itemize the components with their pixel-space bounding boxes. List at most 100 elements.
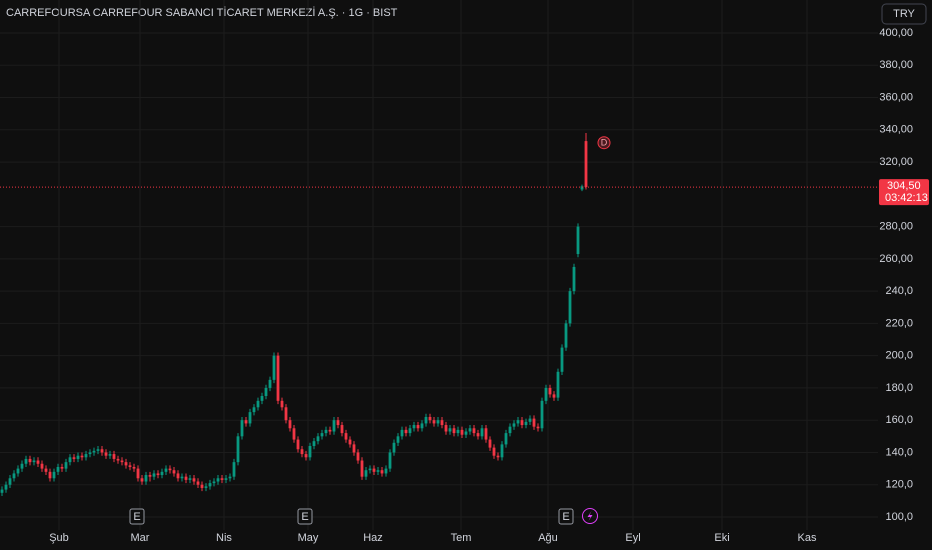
candle-body: [472, 428, 476, 434]
candle-body: [188, 478, 192, 480]
candle-body: [396, 436, 400, 443]
candle-body: [536, 426, 540, 429]
candle-body: [444, 425, 448, 432]
candle-body: [248, 412, 252, 424]
candle-body: [368, 468, 372, 471]
candle-body: [104, 452, 108, 456]
candle-body: [28, 458, 32, 463]
candle-body: [4, 484, 8, 490]
candle-body: [548, 387, 552, 395]
y-tick-label: 360,00: [879, 91, 913, 103]
earnings-marker[interactable]: E: [297, 508, 313, 525]
candle-body: [208, 483, 212, 487]
candle-body: [388, 452, 392, 469]
candle-body: [152, 473, 156, 477]
x-tick-label: May: [298, 532, 319, 544]
y-tick-label: 120,0: [885, 479, 913, 491]
candle-body: [44, 468, 48, 472]
candle-body: [124, 462, 128, 466]
candle-body: [504, 433, 508, 445]
candle-body: [160, 471, 164, 476]
candle-body: [128, 465, 132, 467]
candle-body: [572, 266, 576, 292]
candle-body: [256, 400, 260, 408]
earnings-box[interactable]: [129, 508, 145, 525]
candle-body: [320, 433, 324, 437]
candle-body: [468, 428, 472, 432]
candle-body: [204, 486, 208, 488]
earnings-marker[interactable]: E: [129, 508, 145, 525]
candle-body: [516, 420, 520, 424]
candle-body: [456, 429, 460, 434]
currency-label[interactable]: TRY: [893, 8, 915, 20]
candle-body: [236, 436, 240, 463]
candle-body: [132, 466, 136, 469]
earnings-label[interactable]: E: [133, 511, 140, 523]
candle-body: [200, 484, 204, 488]
candle-body: [312, 441, 316, 447]
candle-body: [532, 418, 536, 427]
currency-button[interactable]: [881, 3, 927, 25]
candle-body: [344, 433, 348, 440]
candle-body: [464, 431, 468, 435]
candle-body: [300, 449, 304, 455]
split-marker[interactable]: [582, 508, 598, 524]
candle-body: [64, 462, 68, 469]
earnings-box[interactable]: [558, 508, 574, 525]
dividend-marker[interactable]: [597, 136, 611, 150]
grid: [0, 0, 878, 530]
earnings-label[interactable]: E: [562, 511, 569, 523]
candle-body: [408, 428, 412, 434]
candle-body: [180, 476, 184, 479]
candle-body: [84, 454, 88, 458]
candle-body: [240, 420, 244, 437]
candle-body: [304, 454, 308, 458]
x-tick-label: Haz: [363, 532, 383, 544]
candle-body: [348, 439, 352, 445]
candle-body: [416, 425, 420, 429]
candle-body: [336, 420, 340, 426]
y-tick-label: 260,00: [879, 253, 913, 265]
candle-body: [576, 226, 580, 255]
candle-body: [196, 481, 200, 485]
candle-body: [392, 442, 396, 453]
y-tick-label: 400,00: [879, 27, 913, 39]
candle-body: [96, 449, 100, 451]
candle-body: [528, 418, 532, 422]
candle-body: [144, 475, 148, 482]
earnings-label[interactable]: E: [301, 511, 308, 523]
earnings-marker[interactable]: E: [558, 508, 574, 525]
candle-body: [264, 387, 268, 396]
candle-body: [400, 429, 404, 437]
candle-body: [24, 458, 28, 464]
candle-body: [276, 355, 280, 401]
candle-body: [220, 478, 224, 480]
candle-body: [376, 470, 380, 472]
candle-body: [480, 428, 484, 437]
last-price-label: 304,50: [887, 180, 921, 192]
candle-body: [372, 468, 376, 472]
y-tick-label: 100,0: [885, 511, 913, 523]
candle-body: [580, 186, 584, 190]
candle-body: [224, 478, 228, 480]
candle-body: [500, 444, 504, 458]
candle-body: [80, 455, 84, 458]
candle-body: [340, 425, 344, 434]
candle-body: [32, 460, 36, 463]
candle-body: [484, 428, 488, 440]
y-tick-label: 200,0: [885, 350, 913, 362]
candle-body: [556, 371, 560, 398]
dividend-label[interactable]: D: [601, 138, 608, 148]
y-tick-label: 280,00: [879, 221, 913, 233]
candle-body: [492, 447, 496, 456]
candle-body: [72, 457, 76, 459]
candle-body: [428, 416, 432, 421]
candle-body: [228, 476, 232, 479]
candle-body: [156, 473, 160, 476]
candle-body: [540, 400, 544, 429]
candle-body: [432, 420, 436, 424]
earnings-box[interactable]: [297, 508, 313, 525]
